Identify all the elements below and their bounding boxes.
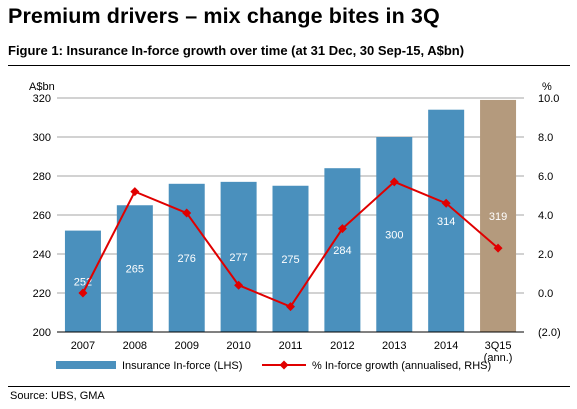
bar-data-label: 276 (178, 253, 196, 265)
bar (428, 109, 465, 332)
bar-data-label: 277 (229, 252, 247, 264)
legend: Insurance In-force (LHS) % In-force growt… (56, 360, 491, 372)
x-tick-label-line: 2007 (71, 340, 95, 352)
right-tick-label: 10.0 (538, 93, 559, 105)
bar (64, 230, 101, 332)
x-tick-label-line: 2012 (330, 340, 354, 352)
x-tick-label: 2011 (279, 340, 303, 352)
bar-data-label: 300 (385, 230, 403, 242)
legend-label-line: % In-force growth (annualised, RHS) (312, 360, 491, 372)
source-note: Source: UBS, GMA (10, 390, 105, 402)
x-tick-label: 2014 (434, 340, 458, 352)
bar (220, 181, 257, 332)
left-tick-label: 240 (33, 249, 51, 261)
left-tick-label: 300 (33, 132, 51, 144)
axes: 200 220 240 260 280 300 320 (2.0) 0.0 2.0 4.0 6.0 8.… (29, 81, 561, 364)
growth-marker (130, 187, 140, 197)
top-rule (8, 65, 570, 66)
bar-data-label: 284 (333, 245, 351, 257)
legend-swatch-bar (56, 361, 116, 369)
right-tick-label: 0.0 (538, 288, 553, 300)
legend-label-bar: Insurance In-force (LHS) (122, 360, 242, 372)
bar-data-label: 265 (126, 264, 144, 276)
bars (64, 99, 517, 332)
growth-marker (286, 302, 295, 312)
left-tick-label: 280 (33, 171, 51, 183)
x-tick-label-line: 3Q15 (485, 340, 512, 352)
left-axis-label: A$bn (29, 81, 55, 93)
bar-data-label: 314 (437, 216, 455, 228)
x-tick-label-line: 2008 (123, 340, 147, 352)
x-tick-label: 2007 (71, 340, 95, 352)
legend-marker (279, 360, 289, 370)
right-tick-label: 6.0 (538, 171, 553, 183)
left-tick-label: 320 (33, 93, 51, 105)
x-tick-label-line: 2014 (434, 340, 458, 352)
x-tick-label-line: (ann.) (484, 352, 513, 364)
growth-marker (389, 177, 399, 187)
bar-data-label: 275 (281, 254, 299, 266)
bar (324, 168, 361, 332)
x-tick-label-line: 2011 (279, 340, 303, 352)
right-tick-label: 2.0 (538, 249, 553, 261)
right-tick-label: 8.0 (538, 132, 553, 144)
x-tick-label: 2009 (174, 340, 198, 352)
figure-title: Figure 1: Insurance In-force growth over… (8, 43, 465, 58)
x-tick-label: 3Q15 (ann.) (484, 340, 513, 364)
x-tick-label-line: 2010 (226, 340, 250, 352)
growth-marker (337, 224, 347, 234)
left-tick-label: 200 (33, 327, 51, 339)
growth-marker (234, 280, 244, 290)
right-tick-label: 4.0 (538, 210, 553, 222)
right-axis-label: % (542, 81, 552, 93)
growth-marker (441, 198, 451, 208)
bar (376, 137, 413, 332)
growth-marker (493, 243, 503, 253)
page-headline: Premium drivers – mix change bites in 3Q (8, 4, 440, 28)
x-tick-label: 2013 (382, 340, 406, 352)
x-tick-label: 2008 (123, 340, 147, 352)
right-tick-label: (2.0) (538, 327, 561, 339)
bar-data-label: 319 (489, 211, 507, 223)
bottom-rule (8, 386, 570, 387)
left-tick-label: 260 (33, 210, 51, 222)
x-tick-label-line: 2009 (174, 340, 198, 352)
left-tick-label: 220 (33, 288, 51, 300)
growth-line (78, 177, 503, 312)
x-tick-label-line: 2013 (382, 340, 406, 352)
bar (480, 99, 517, 332)
growth-marker (78, 288, 88, 298)
x-tick-label: 2010 (226, 340, 250, 352)
growth-marker (182, 208, 192, 218)
bar (116, 205, 153, 332)
x-tick-label: 2012 (330, 340, 354, 352)
